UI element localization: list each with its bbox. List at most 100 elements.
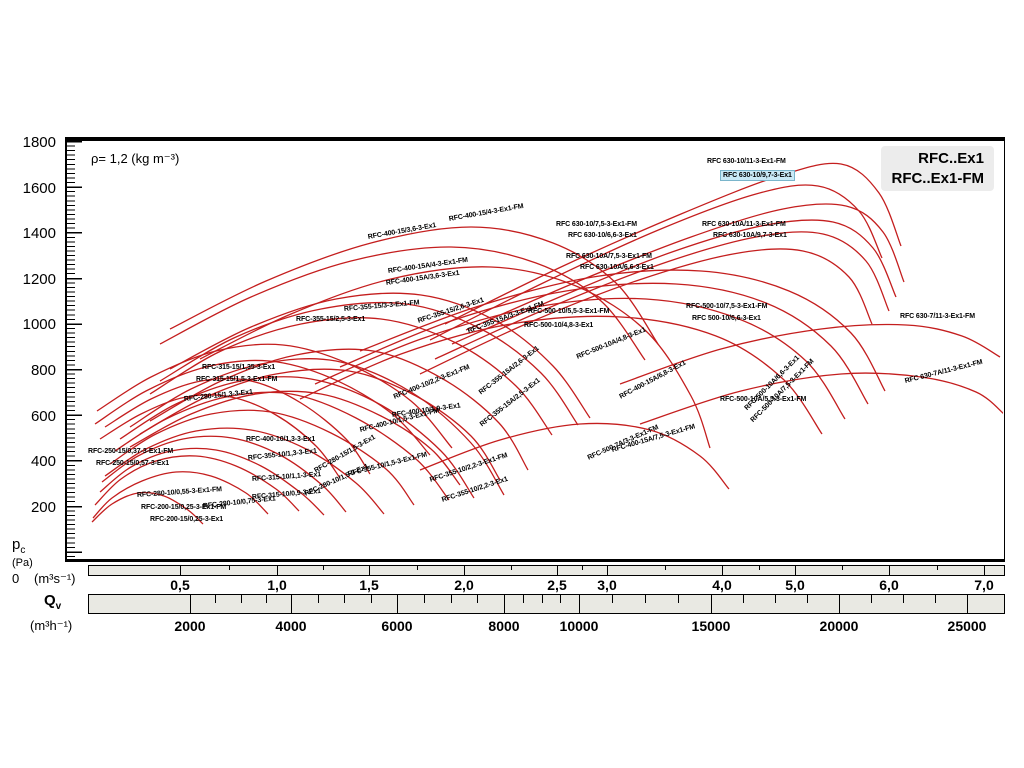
y-tick-label: 1800 bbox=[22, 134, 56, 151]
m3s-tick-value: 7,0 bbox=[974, 577, 994, 593]
scale-minor-tick bbox=[645, 595, 646, 603]
y-tick-label: 1400 bbox=[22, 225, 56, 242]
fan-curve: RFC-500-10/5,5-3-Ex1-FM bbox=[314, 297, 846, 420]
curve-label: RFC-355-15/2,5-3-Ex1 bbox=[296, 316, 366, 323]
scale-minor-tick bbox=[265, 595, 267, 603]
y-axis-symbol: p bbox=[12, 536, 21, 553]
fan-curve: RFC-400-15A/6,8-3-Ex1 bbox=[199, 266, 711, 449]
scale-minor-tick bbox=[240, 595, 242, 603]
m3h-tick-value: 8000 bbox=[488, 618, 520, 634]
scale-minor-tick bbox=[560, 595, 562, 603]
curve-label: RFC 630-7/11-3-Ex1-FM bbox=[900, 313, 975, 320]
fan-curve: RFC-355-15A/2,6-3-Ex1 bbox=[169, 292, 591, 419]
fan-curve: RFC-280-15/1,5-3-Ex1 bbox=[104, 377, 371, 475]
fan-curve: RFC-630-10A/6,6-3-Ex1 bbox=[419, 248, 873, 375]
scale-major-tick bbox=[557, 566, 558, 575]
fan-curve: RFC-250-15/0,57-3-Ex1 bbox=[94, 455, 300, 512]
scale-minor-tick bbox=[775, 595, 776, 603]
y-tick-label: 800 bbox=[30, 362, 56, 379]
fan-curve: RFC-630-10A/11-3-Ex1-FM bbox=[465, 203, 905, 331]
scale-minor-tick bbox=[317, 595, 319, 603]
scale-major-tick bbox=[722, 566, 723, 575]
scale-minor-tick bbox=[582, 566, 583, 570]
m3s-tick-value: 1,5 bbox=[359, 577, 379, 593]
fan-curve: RFC-355-10/2,2-3-Ex1 bbox=[129, 358, 505, 496]
m3h-tick-value: 15000 bbox=[691, 618, 731, 634]
fan-curve: RFC-250-15/0,37-3-Ex1-FM bbox=[92, 471, 269, 519]
curve-label: RFC 630-10/9,7-3-Ex1 bbox=[720, 170, 795, 181]
m3s-tick-value: 2,5 bbox=[547, 577, 567, 593]
fan-curves-canvas: RFC-200-15/0,25-3-Ex1RFC-250-15/0,37-3-E… bbox=[91, 162, 1003, 525]
flow-scale-m3s bbox=[88, 565, 1005, 576]
scale-major-tick bbox=[889, 566, 890, 575]
m3s-tick-value: 6,0 bbox=[879, 577, 899, 593]
scale-minor-tick bbox=[228, 566, 230, 570]
curve-label: RFC 630-10/11-3-Ex1-FM bbox=[707, 158, 786, 165]
curve-label: RFC-200-15/0,25-3-Ex1 bbox=[150, 516, 223, 523]
legend-rfc-ex1: RFC..Ex1 bbox=[918, 150, 984, 167]
scale-minor-tick bbox=[936, 566, 938, 570]
y-tick-label: 1600 bbox=[22, 180, 56, 197]
scale-minor-tick bbox=[871, 595, 872, 603]
m3h-unit-label: (m³h⁻¹) bbox=[30, 618, 73, 633]
scale-major-tick bbox=[795, 566, 796, 575]
m3h-tick-value: 2000 bbox=[174, 618, 206, 634]
scale-major-tick bbox=[369, 566, 370, 575]
fan-curve: RFC-355-10/1,5-3-Ex1-FM bbox=[119, 376, 475, 499]
y-tick-label: 200 bbox=[30, 499, 56, 516]
legend-rfc-ex1-fm: RFC..Ex1-FM bbox=[891, 169, 984, 187]
fan-curve: RFC-280-10/0,55-3-Ex1-FM bbox=[99, 447, 325, 516]
m3s-tick-value: 4,0 bbox=[712, 577, 732, 593]
scale-minor-tick bbox=[935, 595, 936, 603]
scale-minor-tick bbox=[743, 595, 744, 603]
curve-label: RFC 630-10A/7,5-3-Ex1-FM bbox=[566, 253, 652, 260]
scale-minor-tick bbox=[541, 595, 543, 603]
fan-curve: RFC-200-15/0,25-3-Ex1 bbox=[91, 491, 204, 525]
m3h-tick-value: 4000 bbox=[275, 618, 307, 634]
scale-minor-tick bbox=[612, 595, 613, 603]
m3h-tick-value: 25000 bbox=[947, 618, 987, 634]
fan-curve: RFC-630-10/9,7-3-Ex1 bbox=[429, 184, 883, 341]
curve-label: RFC 630-10/6,6-3-Ex1 bbox=[568, 232, 637, 239]
fan-curve: RFC-630-10A/9,7-3-Ex1 bbox=[451, 219, 897, 345]
fan-curve: RFC-500-10/7,5-3-Ex1-FM bbox=[359, 269, 886, 392]
scale-major-tick bbox=[967, 595, 968, 613]
scale-major-tick bbox=[291, 595, 292, 613]
scale-major-tick bbox=[504, 595, 505, 613]
scale-major-tick bbox=[579, 595, 580, 613]
scale-major-tick bbox=[464, 566, 465, 575]
m3s-tick-value: 2,0 bbox=[454, 577, 474, 593]
curve-label: RFC-315-15/1,5-3-Ex1-FM bbox=[196, 376, 278, 383]
scale-minor-tick bbox=[423, 595, 425, 603]
scale-minor-tick bbox=[842, 566, 843, 570]
scale-major-tick bbox=[839, 595, 840, 613]
m3s-unit-label: (m³s⁻¹) bbox=[34, 571, 76, 586]
scale-minor-tick bbox=[450, 595, 452, 603]
scale-minor-tick bbox=[215, 595, 217, 603]
curve-label: RFC-500-10/5,5-3-Ex1-FM bbox=[528, 308, 610, 315]
fan-curve: RFC-400-10/1,3-3-Ex1 bbox=[129, 390, 461, 486]
fan-curve: RFC-630-10A/7,5-3-Ex1-FM bbox=[434, 231, 890, 360]
series-legend: RFC..Ex1 RFC..Ex1-FM bbox=[881, 146, 994, 191]
scale-major-tick bbox=[190, 595, 191, 613]
curve-label: RFC 630-10A/11-3-Ex1-FM bbox=[702, 221, 786, 228]
fan-curve: RFC-280-15/1,3-3-Ex1 bbox=[99, 394, 341, 479]
scale-minor-tick bbox=[678, 595, 679, 603]
fan-curve: RFC-630-7A/11-3-Ex1-FM bbox=[639, 372, 1003, 425]
scale-major-tick bbox=[984, 566, 985, 575]
curve-label: RFC-500-10/7,5-3-Ex1-FM bbox=[686, 303, 768, 310]
m3s-tick-value: 5,0 bbox=[785, 577, 805, 593]
fan-curve: RFC-630-10/11-3-Ex1-FM bbox=[444, 162, 902, 325]
scale-minor-tick bbox=[522, 595, 524, 603]
scale-major-tick bbox=[607, 566, 608, 575]
scale-minor-tick bbox=[416, 566, 418, 570]
curve-label: RFC-500-10A/5,5-3-Ex1-FM bbox=[720, 396, 807, 403]
scale-major-tick bbox=[397, 595, 398, 613]
y-tick-label: 1200 bbox=[22, 271, 56, 288]
fan-curve: RFC-400-15/3,6-3-Ex1 bbox=[159, 246, 646, 361]
y-tick-label: 600 bbox=[30, 408, 56, 425]
y-axis-title: pc (Pa) bbox=[12, 536, 33, 569]
y-axis-zero-label: 0 bbox=[12, 571, 20, 586]
fan-curve: RFC-315-15/1,35-3-Ex1 bbox=[94, 359, 431, 456]
